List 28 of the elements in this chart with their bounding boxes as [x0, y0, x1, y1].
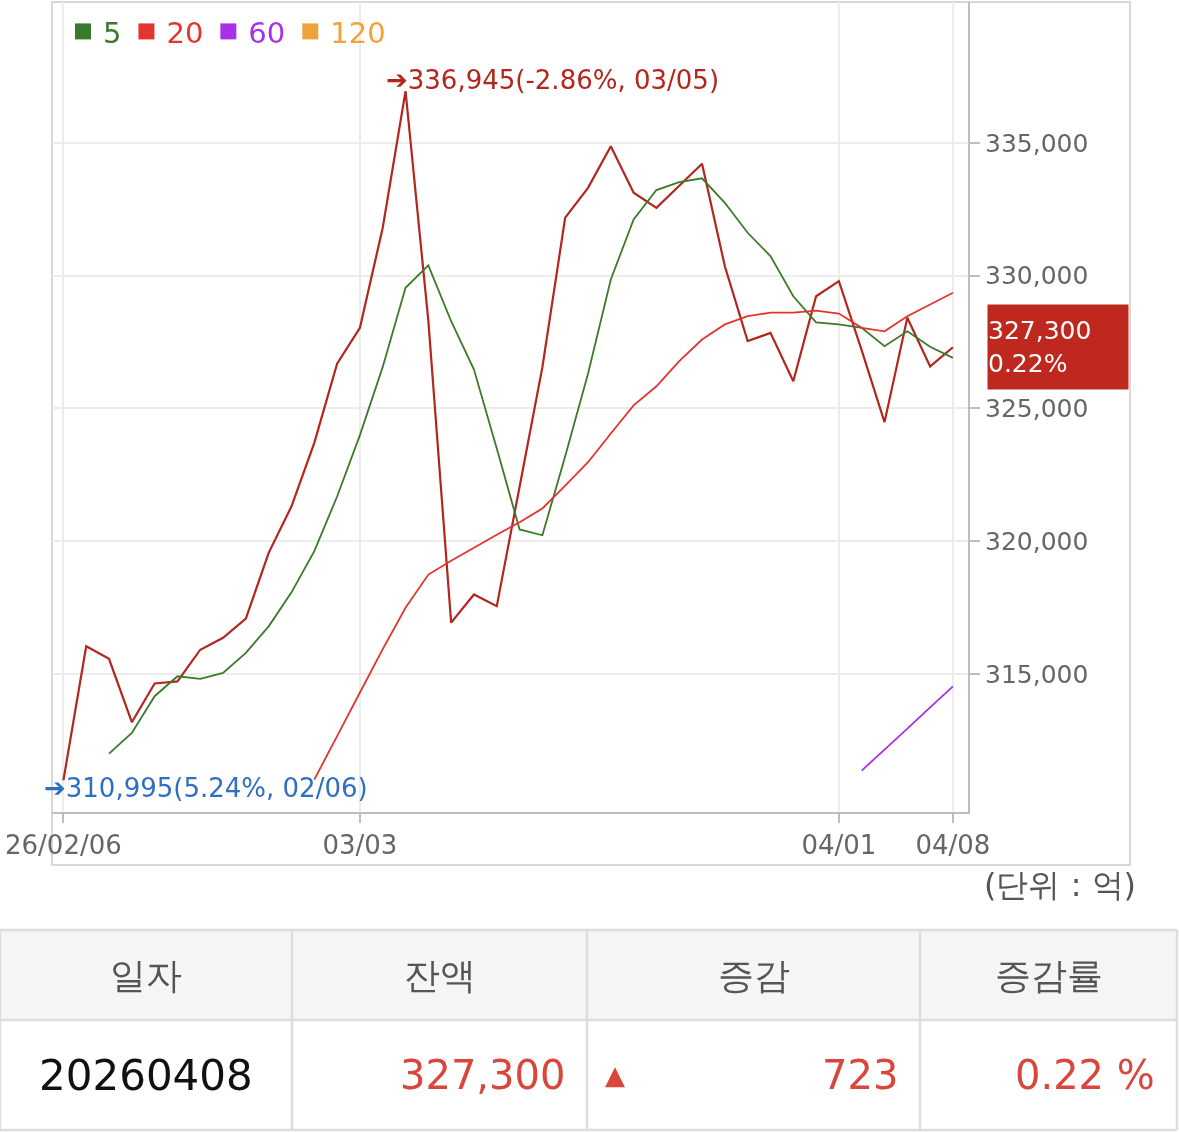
y-tick-label: 320,000: [985, 526, 1089, 556]
annotation: ➔310,995(5.24%, 02/06): [44, 773, 368, 803]
legend-label: 20: [166, 15, 204, 50]
y-tick-label: 315,000: [985, 659, 1089, 689]
text: 723: [822, 1052, 899, 1098]
x-tick-label: 04/08: [915, 830, 991, 861]
legend-label: 5: [102, 15, 122, 50]
text: ▲: [605, 1060, 625, 1090]
y-tick-label: 330,000: [985, 261, 1089, 291]
line-series: [108, 177, 954, 755]
text: 일자: [110, 955, 182, 996]
x-tick-label: 04/01: [801, 830, 877, 861]
text: 증감: [718, 955, 790, 996]
annotation: 327,300 0.22%: [988, 316, 1092, 378]
y-tick-label: 325,000: [985, 394, 1089, 424]
text: 증감률: [995, 955, 1103, 996]
text: 잔액: [404, 955, 476, 996]
text: 20260408: [39, 1051, 253, 1100]
x-tick-label: 03/03: [322, 830, 398, 861]
text: 0.22 %: [1015, 1052, 1155, 1098]
annotation: ➔336,945(-2.86%, 03/05): [386, 65, 720, 95]
x-tick-label: 26/02/06: [5, 830, 122, 861]
y-tick-label: 335,000: [985, 128, 1089, 158]
legend-label: 120: [330, 15, 386, 50]
legend-label: 60: [248, 15, 286, 50]
text: (단위 : 억): [984, 866, 1137, 904]
line-series: [860, 685, 954, 772]
text: 327,300: [400, 1052, 566, 1098]
